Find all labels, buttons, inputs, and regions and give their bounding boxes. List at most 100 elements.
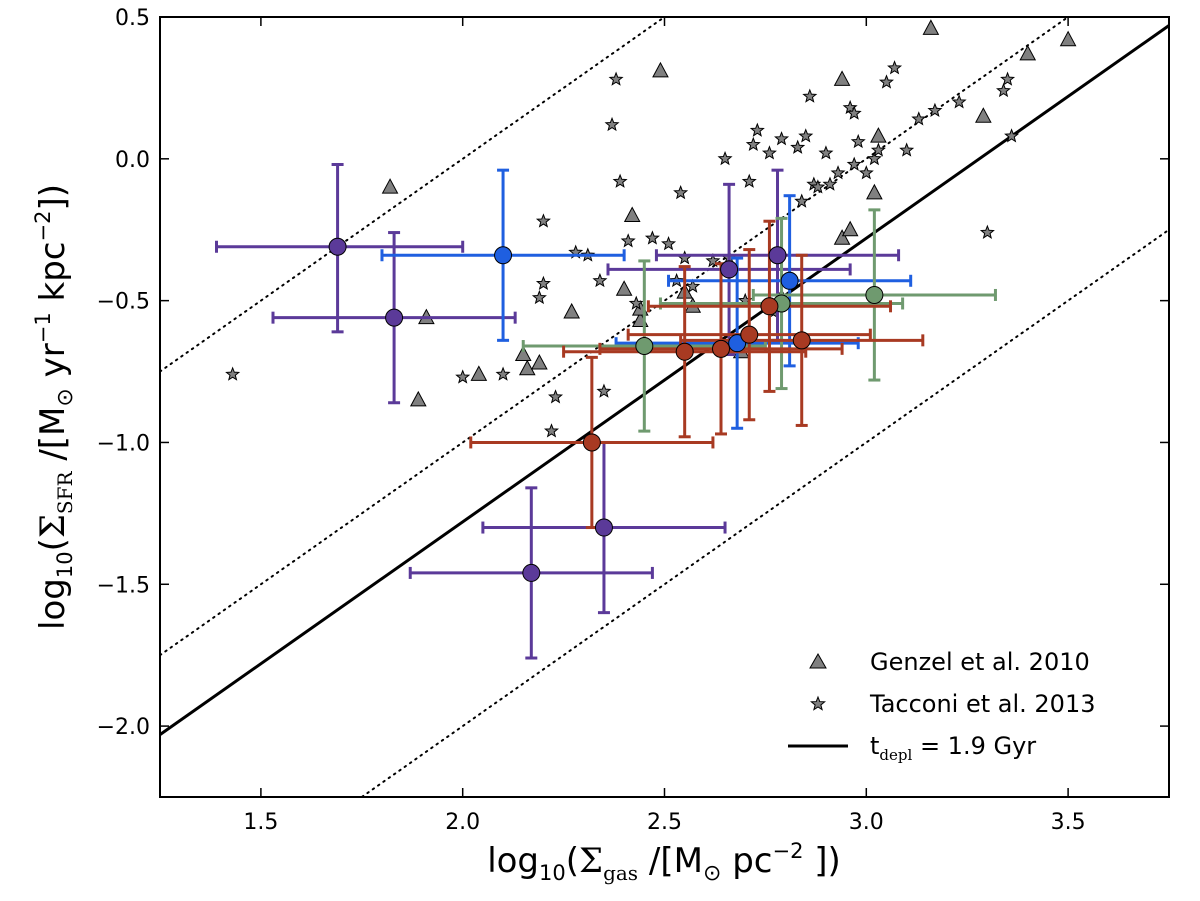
tacconi-point — [774, 131, 790, 146]
blue-point — [780, 271, 799, 290]
tacconi-point — [612, 173, 628, 188]
genzel-point — [1019, 44, 1037, 61]
tacconi-point — [830, 165, 846, 180]
red-point — [740, 325, 759, 344]
genzel-point — [866, 183, 883, 200]
tacconi-point — [870, 142, 886, 157]
tacconi-point — [741, 173, 757, 188]
tacconi-point — [548, 389, 564, 404]
tacconi-point — [628, 295, 644, 310]
genzel-point — [531, 353, 548, 370]
tacconi-point — [858, 165, 874, 180]
purple-point — [385, 308, 404, 327]
tacconi-point — [802, 88, 818, 103]
tacconi-point — [761, 145, 777, 160]
tacconi-point — [979, 224, 995, 239]
tacconi-point — [810, 179, 826, 194]
tacconi-point — [846, 105, 862, 120]
tacconi-point — [677, 250, 693, 265]
genzel-point — [833, 70, 851, 86]
y-tick-label: −0.5 — [97, 290, 150, 315]
legend-label-genzel: Genzel et al. 2010 — [870, 648, 1090, 676]
red-point — [712, 339, 731, 358]
genzel-point — [563, 302, 581, 319]
red-point — [582, 433, 601, 452]
axis-ticks: 1.5 2.0 2.5 3.0 3.5 −2.0 −1.5 −1.0 −0.5 0.0 0.5 — [97, 6, 1169, 835]
tacconi-point — [911, 111, 927, 126]
genzel-point — [623, 206, 641, 223]
red-point — [675, 342, 694, 361]
genzel-point — [975, 107, 992, 123]
legend-star-shape — [810, 695, 826, 711]
genzel-point — [518, 359, 536, 376]
dotted-line — [360, 228, 1169, 797]
x-tick-label: 2.5 — [647, 810, 682, 835]
tacconi-point — [951, 94, 967, 109]
legend-label-tdepl: tdepl = 1.9 Gyr — [870, 732, 1036, 764]
tacconi-point — [1004, 128, 1020, 143]
genzel-point — [870, 127, 887, 143]
y-tick-label: −1.0 — [97, 431, 150, 456]
tacconi-point — [685, 278, 701, 293]
tacconi-point — [535, 213, 551, 228]
tacconi-point — [604, 116, 620, 132]
tacconi-point — [887, 60, 903, 75]
tacconi-point — [535, 275, 551, 290]
tacconi-point — [749, 122, 765, 137]
tacconi-point — [790, 139, 806, 154]
legend-star-marker — [810, 695, 826, 711]
purple-point — [768, 246, 787, 265]
tacconi-point — [996, 82, 1012, 98]
tacconi-point — [842, 99, 858, 115]
x-axis-title: log10(Σgas /[M⊙ pc−2 ]) — [487, 839, 841, 886]
tacconi-point — [673, 184, 689, 200]
blue-point — [494, 246, 513, 265]
y-tick-label: 0.0 — [115, 148, 150, 173]
tacconi-point — [608, 71, 624, 86]
genzel-point — [409, 390, 427, 407]
tacconi-point — [899, 142, 915, 157]
genzel-point — [381, 178, 399, 194]
y-tick-label: −2.0 — [97, 715, 150, 740]
tacconi-point — [794, 193, 810, 208]
tacconi-point — [818, 145, 834, 160]
y-axis-title: log10(ΣSFR /[M⊙ yr−1 kpc−2]) — [31, 184, 78, 630]
tacconi-point — [495, 366, 511, 381]
genzel-point — [652, 61, 669, 78]
purple-point — [594, 518, 613, 537]
genzel-point — [922, 19, 940, 35]
genzel-point — [470, 365, 488, 381]
genzel-point — [615, 280, 633, 296]
tacconi-point — [644, 230, 660, 245]
red-point — [760, 297, 779, 316]
data-points — [215, 19, 1077, 660]
genzel-point — [1059, 30, 1077, 47]
tacconi-point — [866, 150, 882, 166]
tacconi-point — [620, 233, 636, 248]
genzel-point — [514, 345, 532, 362]
x-tick-label: 3.0 — [849, 810, 884, 835]
tacconi-point — [878, 74, 894, 89]
y-tick-label: −1.5 — [97, 573, 150, 598]
tacconi-point — [225, 366, 241, 381]
tacconi-point — [850, 133, 866, 149]
tacconi-point — [705, 253, 721, 268]
reference-lines — [160, 17, 1169, 797]
tacconi-point — [455, 369, 471, 384]
tacconi-point — [927, 102, 943, 117]
green-point — [635, 337, 654, 356]
tacconi-point — [531, 289, 547, 305]
tacconi-point — [1000, 71, 1016, 86]
dotted-line — [160, 17, 1070, 657]
tacconi-point — [661, 236, 677, 251]
x-tick-label: 1.5 — [243, 810, 278, 835]
tacconi-point — [717, 150, 733, 166]
tacconi-point — [798, 128, 814, 143]
tacconi-point — [543, 423, 559, 438]
dotted-line — [160, 17, 667, 373]
tacconi-point — [596, 383, 612, 398]
tacconi-point — [822, 176, 838, 191]
red-point — [792, 331, 811, 350]
legend: Genzel et al. 2010 Tacconi et al. 2013 t… — [788, 648, 1096, 764]
